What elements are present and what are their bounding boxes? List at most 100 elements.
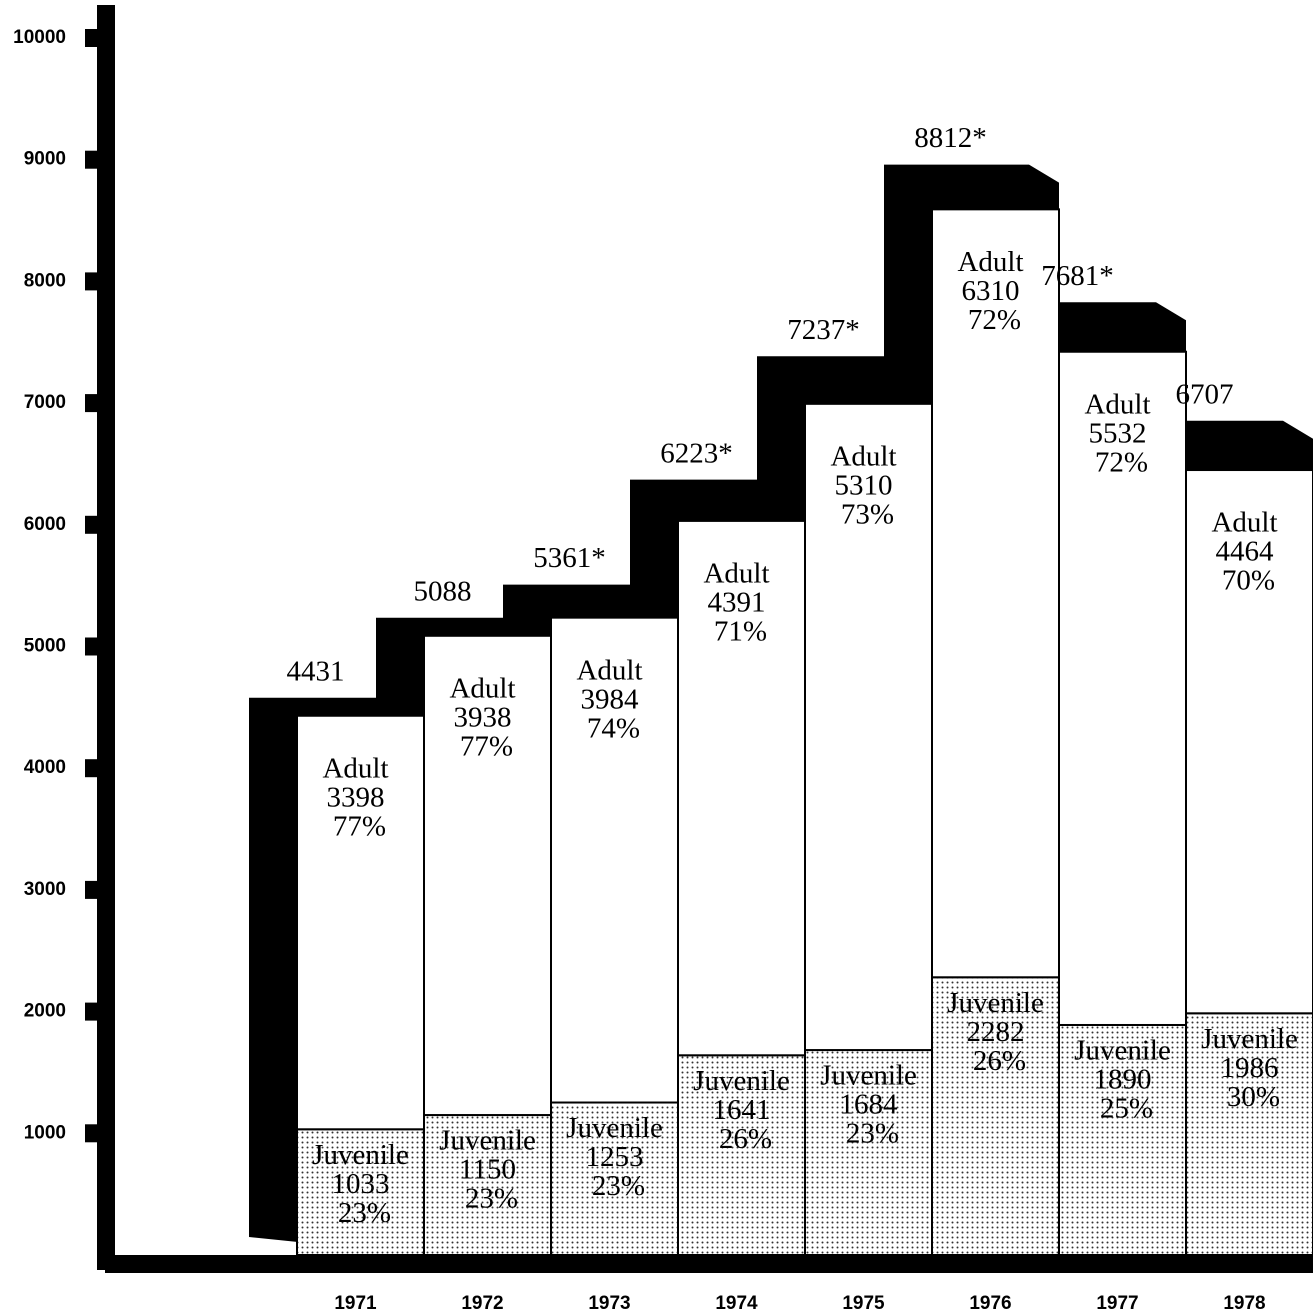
y-tick-label: 9000 — [24, 149, 66, 170]
x-tick-label: 1977 — [1096, 1293, 1138, 1314]
y-tick-label: 2000 — [24, 1001, 66, 1022]
bar-segment — [1185, 1012, 1313, 1256]
segment-percent: 23% — [338, 1197, 391, 1229]
segment-value: 4464 — [1216, 536, 1275, 568]
segment-percent: 23% — [846, 1118, 899, 1150]
segment-percent: 72% — [968, 304, 1021, 336]
x-tick-label: 1978 — [1223, 1293, 1265, 1314]
bar-segment — [931, 208, 1060, 979]
total-label: 7681* — [1041, 260, 1114, 292]
bar-segment — [677, 519, 806, 1057]
segment-name: Juvenile — [312, 1139, 409, 1171]
segment-percent: 72% — [1095, 446, 1148, 478]
segment-value: 1890 — [1094, 1064, 1152, 1096]
segment-percent: 70% — [1222, 565, 1275, 597]
segment-value: 1641 — [713, 1094, 771, 1126]
bar-segment — [1058, 350, 1187, 1026]
y-tick — [85, 759, 99, 778]
segment-name: Juvenile — [439, 1125, 536, 1157]
y-tick — [85, 880, 99, 899]
segment-value: 1684 — [840, 1089, 899, 1121]
bar-segment — [804, 402, 933, 1052]
y-tick-label: 7000 — [24, 392, 66, 413]
bar-segment — [550, 1101, 679, 1256]
segment-percent: 23% — [592, 1170, 645, 1202]
x-tick-label: 1972 — [461, 1293, 503, 1314]
segment-percent: 71% — [714, 616, 767, 648]
bar-segment — [423, 634, 552, 1117]
segment-percent: 26% — [719, 1123, 772, 1155]
y-tick — [85, 29, 99, 47]
segment-name: Juvenile — [693, 1065, 790, 1097]
total-label: 4431 — [287, 655, 345, 687]
segment-name: Juvenile — [1201, 1023, 1298, 1055]
segment-percent: 26% — [973, 1045, 1026, 1077]
y-tick-label: 3000 — [24, 879, 66, 900]
segment-value: 3398 — [327, 781, 385, 813]
x-tick-label: 1973 — [588, 1293, 630, 1314]
segment-name: Adult — [830, 440, 896, 472]
segment-name: Adult — [576, 654, 642, 686]
y-tick-label: 4000 — [24, 757, 66, 778]
segment-percent: 30% — [1227, 1081, 1280, 1113]
segment-value: 1150 — [459, 1154, 516, 1186]
segment-percent: 25% — [1100, 1093, 1153, 1125]
segment-value: 2282 — [967, 1016, 1025, 1048]
segment-percent: 73% — [841, 498, 894, 530]
total-label: 7237* — [787, 314, 860, 346]
total-label: 6223* — [660, 437, 733, 469]
bar-segment — [1058, 1023, 1187, 1257]
segment-value: 3938 — [454, 701, 512, 733]
total-label: 5361* — [533, 542, 606, 574]
segment-name: Adult — [449, 672, 515, 704]
y-tick — [85, 1002, 99, 1021]
y-tick — [85, 272, 99, 291]
y-tick-label: 1000 — [24, 1122, 66, 1143]
segment-percent: 23% — [465, 1183, 518, 1215]
x-tick-label: 1971 — [334, 1293, 377, 1314]
segment-name: Adult — [1084, 388, 1150, 420]
segment-value: 6310 — [962, 275, 1020, 307]
segment-name: Adult — [322, 752, 388, 784]
segment-value: 1986 — [1221, 1052, 1279, 1084]
y-tick — [85, 394, 99, 413]
total-label: 6707 — [1176, 378, 1234, 410]
segment-value: 4391 — [708, 587, 766, 619]
segment-name: Juvenile — [820, 1060, 917, 1092]
y-tick-label: 5000 — [24, 636, 66, 657]
bar-segment — [296, 714, 425, 1131]
y-tick-label: 10000 — [13, 27, 66, 48]
y-tick — [85, 637, 99, 656]
segment-percent: 77% — [333, 810, 386, 842]
y-tick — [85, 150, 99, 169]
bar-segment — [677, 1054, 806, 1256]
y-tick-label: 8000 — [24, 270, 66, 291]
y-axis — [97, 5, 115, 1270]
total-label: 5088 — [414, 575, 472, 607]
segment-name: Adult — [703, 558, 769, 590]
segment-value: 5532 — [1089, 417, 1147, 449]
segment-value: 5310 — [835, 469, 893, 501]
total-label: 8812* — [914, 122, 987, 154]
segment-percent: 77% — [460, 730, 513, 762]
y-tick-label: 6000 — [24, 514, 66, 535]
segment-name: Juvenile — [1074, 1035, 1171, 1067]
bar-segment — [550, 616, 679, 1104]
segment-name: Adult — [1211, 507, 1277, 539]
segment-name: Adult — [957, 246, 1023, 278]
y-tick — [85, 1124, 99, 1143]
segment-percent: 74% — [587, 712, 640, 744]
bar-segment — [804, 1049, 933, 1257]
bar-segment — [1185, 469, 1313, 1015]
x-tick-label: 1974 — [715, 1293, 758, 1314]
segment-value: 3984 — [581, 683, 640, 715]
segment-name: Juvenile — [947, 987, 1044, 1019]
x-tick-label: 1976 — [969, 1293, 1011, 1314]
x-axis — [105, 1255, 1313, 1273]
x-tick-label: 1975 — [842, 1293, 885, 1314]
segment-value: 1253 — [586, 1141, 644, 1173]
segment-value: 1033 — [332, 1168, 390, 1200]
segment-name: Juvenile — [566, 1112, 663, 1144]
y-tick — [85, 515, 99, 534]
